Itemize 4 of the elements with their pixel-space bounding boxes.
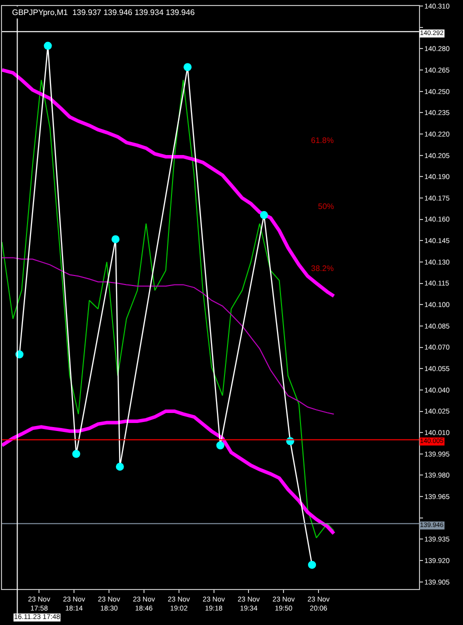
annotation: 38.2%: [311, 264, 334, 273]
annotation: 61.8%: [311, 136, 334, 145]
chart-title: GBPJPYpro,M1 139.937 139.946 139.934 139.946: [12, 8, 196, 17]
annotation: 50%: [318, 202, 334, 211]
